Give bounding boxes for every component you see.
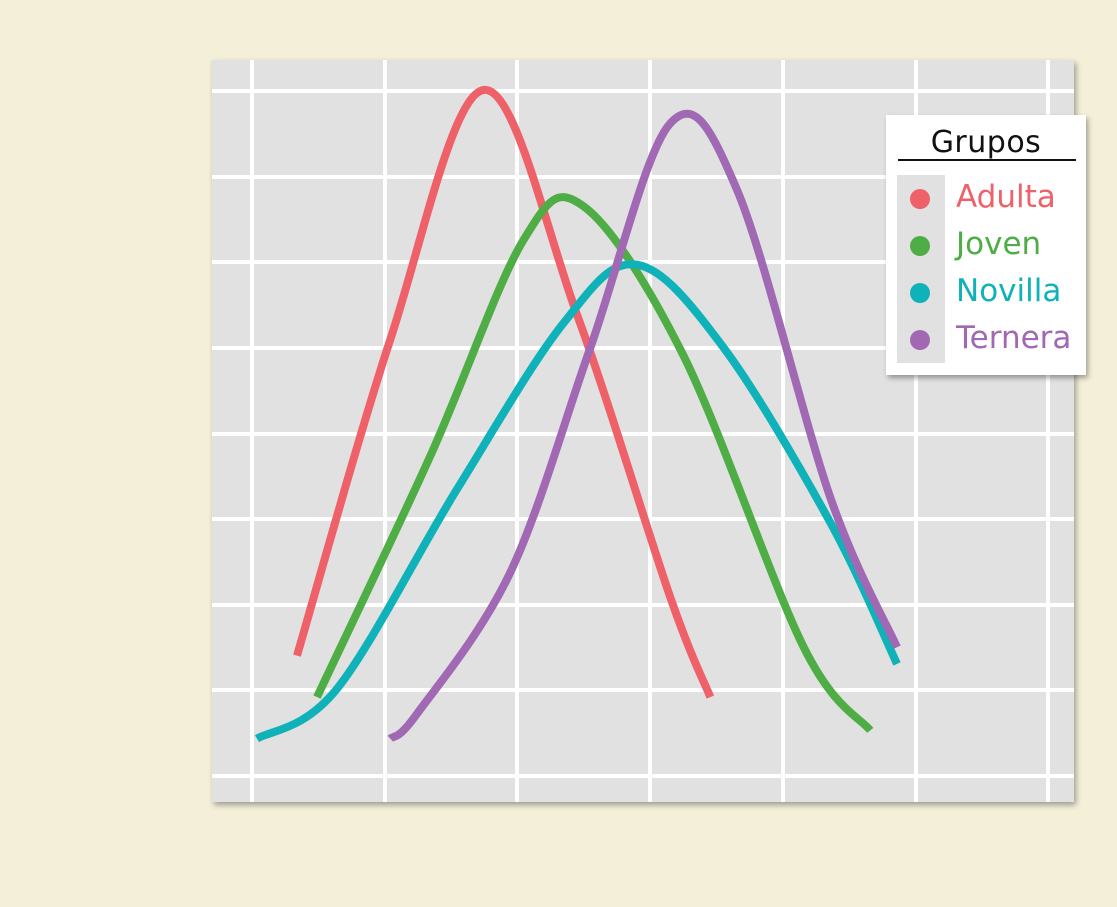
series-line-novilla: [254, 260, 901, 743]
series-line-ternera: [387, 109, 901, 742]
legend-label-joven: Joven: [956, 226, 1042, 262]
legend-label-novilla: Novilla: [956, 273, 1062, 309]
legend-label-adulta: Adulta: [956, 179, 1056, 215]
legend: Grupos Adulta Joven Novilla Ternera: [886, 115, 1086, 375]
series-line-adulta: [293, 86, 715, 699]
legend-item-ternera[interactable]: Ternera: [897, 316, 1086, 363]
legend-title: Grupos: [930, 125, 1042, 160]
legend-item-novilla[interactable]: Novilla: [897, 269, 1086, 316]
series-line-joven: [313, 193, 874, 734]
legend-swatch-joven: [910, 236, 930, 256]
legend-swatch-ternera: [910, 330, 930, 350]
legend-item-joven[interactable]: Joven: [897, 222, 1086, 269]
legend-swatch-novilla: [910, 283, 930, 303]
legend-item-adulta[interactable]: Adulta: [897, 175, 1086, 222]
series-lines: [254, 86, 901, 743]
legend-title-underline: [898, 159, 1076, 161]
legend-label-ternera: Ternera: [956, 320, 1072, 356]
legend-swatch-adulta: [910, 189, 930, 209]
